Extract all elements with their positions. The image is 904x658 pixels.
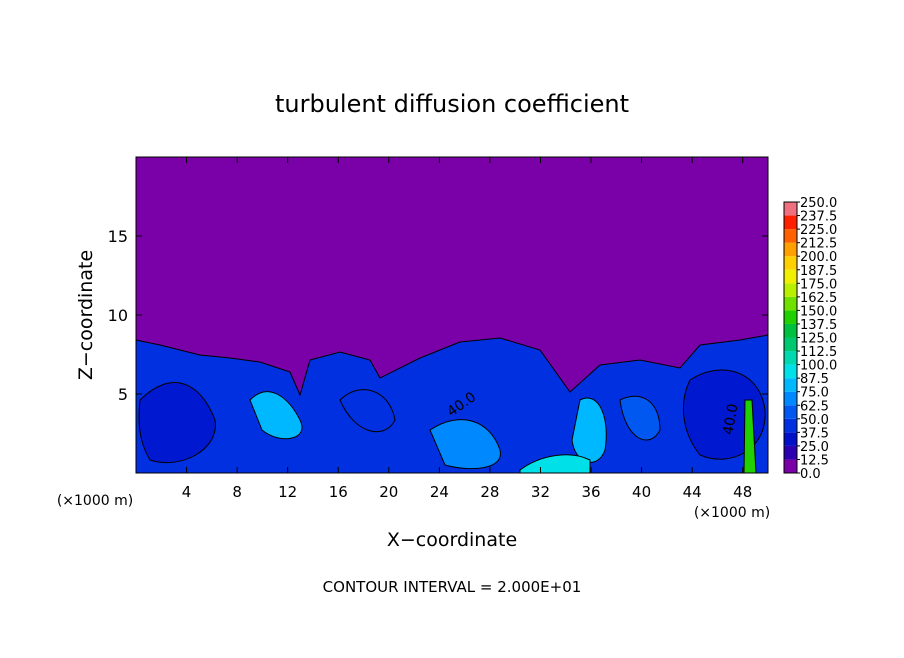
colorbar-label: 25.0 [800, 440, 829, 455]
x-tick-label: 8 [232, 483, 242, 501]
colorbar-band [784, 391, 797, 406]
colorbar-label: 137.5 [800, 318, 837, 333]
x-tick-label: 48 [733, 483, 752, 501]
colorbar-label: 0.0 [800, 467, 821, 482]
colorbar-label: 175.0 [800, 277, 837, 292]
colorbar-band [784, 310, 797, 324]
field-region [135, 334, 769, 474]
contour-line [339, 389, 396, 433]
colorbar-band [784, 215, 797, 230]
x-tick-label: 40 [632, 483, 651, 501]
colorbar-band [784, 323, 797, 338]
y-tick-label: 5 [118, 385, 128, 404]
colorbar-label: 187.5 [800, 264, 837, 279]
field-region [249, 391, 303, 440]
colorbar-band [784, 405, 797, 419]
y-tick-label: 10 [108, 306, 128, 325]
field-region [619, 395, 661, 441]
x-tick-label: 12 [278, 483, 297, 501]
colorbar-label: 237.5 [800, 210, 837, 225]
colorbar-band [784, 296, 797, 311]
colorbar-label: 75.0 [800, 386, 829, 401]
contour-label: 40.0 [720, 403, 741, 436]
colorbar-band [784, 445, 797, 460]
field-region [519, 454, 591, 474]
colorbar-band [784, 242, 797, 257]
x-axis-label: X−coordinate [387, 529, 517, 551]
colorbar-label: 50.0 [800, 413, 829, 428]
y-tick-label: 15 [108, 227, 128, 246]
colorbar-band [784, 364, 797, 379]
x-tick-label: 20 [379, 483, 398, 501]
colorbar-label: 250.0 [800, 196, 837, 211]
colorbar-band [784, 229, 797, 243]
colorbar-band [784, 459, 797, 473]
x-tick-label: 24 [430, 483, 449, 501]
colorbar-band [784, 378, 797, 392]
field [135, 157, 769, 474]
colorbar-band [784, 202, 797, 216]
colorbar-label: 87.5 [800, 372, 829, 387]
colorbar-band [784, 337, 797, 352]
colorbar-label: 62.5 [800, 399, 829, 414]
colorbar-label: 162.5 [800, 291, 837, 306]
footnote: CONTOUR INTERVAL = 2.000E+01 [323, 578, 582, 596]
colorbar-label: 100.0 [800, 359, 837, 374]
colorbar-label: 37.5 [800, 426, 829, 441]
colorbar-label: 12.5 [800, 453, 829, 468]
colorbar-band [784, 418, 797, 433]
x-unit: (×1000 m) [694, 505, 770, 521]
colorbar-label: 200.0 [800, 250, 837, 265]
colorbar-band [784, 432, 797, 446]
colorbar-band [784, 351, 797, 365]
y-unit: (×1000 m) [57, 493, 133, 509]
x-tick-label: 16 [329, 483, 348, 501]
field-region [138, 382, 216, 464]
colorbar-band [784, 283, 797, 297]
x-tick-label: 44 [683, 483, 702, 501]
colorbar-label: 112.5 [800, 345, 837, 360]
chart-title: turbulent diffusion coefficient [275, 90, 629, 118]
field-region [571, 397, 607, 463]
colorbar-label: 225.0 [800, 223, 837, 238]
colorbar-label: 125.0 [800, 332, 837, 347]
field-region [429, 419, 501, 470]
x-tick-label: 4 [182, 483, 192, 501]
colorbar-label: 150.0 [800, 304, 837, 319]
colorbar-band [784, 269, 797, 284]
y-axis-label: Z−coordinate [75, 250, 97, 380]
colorbar-label: 212.5 [800, 237, 837, 252]
x-tick-label: 28 [480, 483, 499, 501]
x-tick-label: 36 [581, 483, 600, 501]
colorbar-band [784, 256, 797, 270]
x-tick-label: 32 [531, 483, 550, 501]
